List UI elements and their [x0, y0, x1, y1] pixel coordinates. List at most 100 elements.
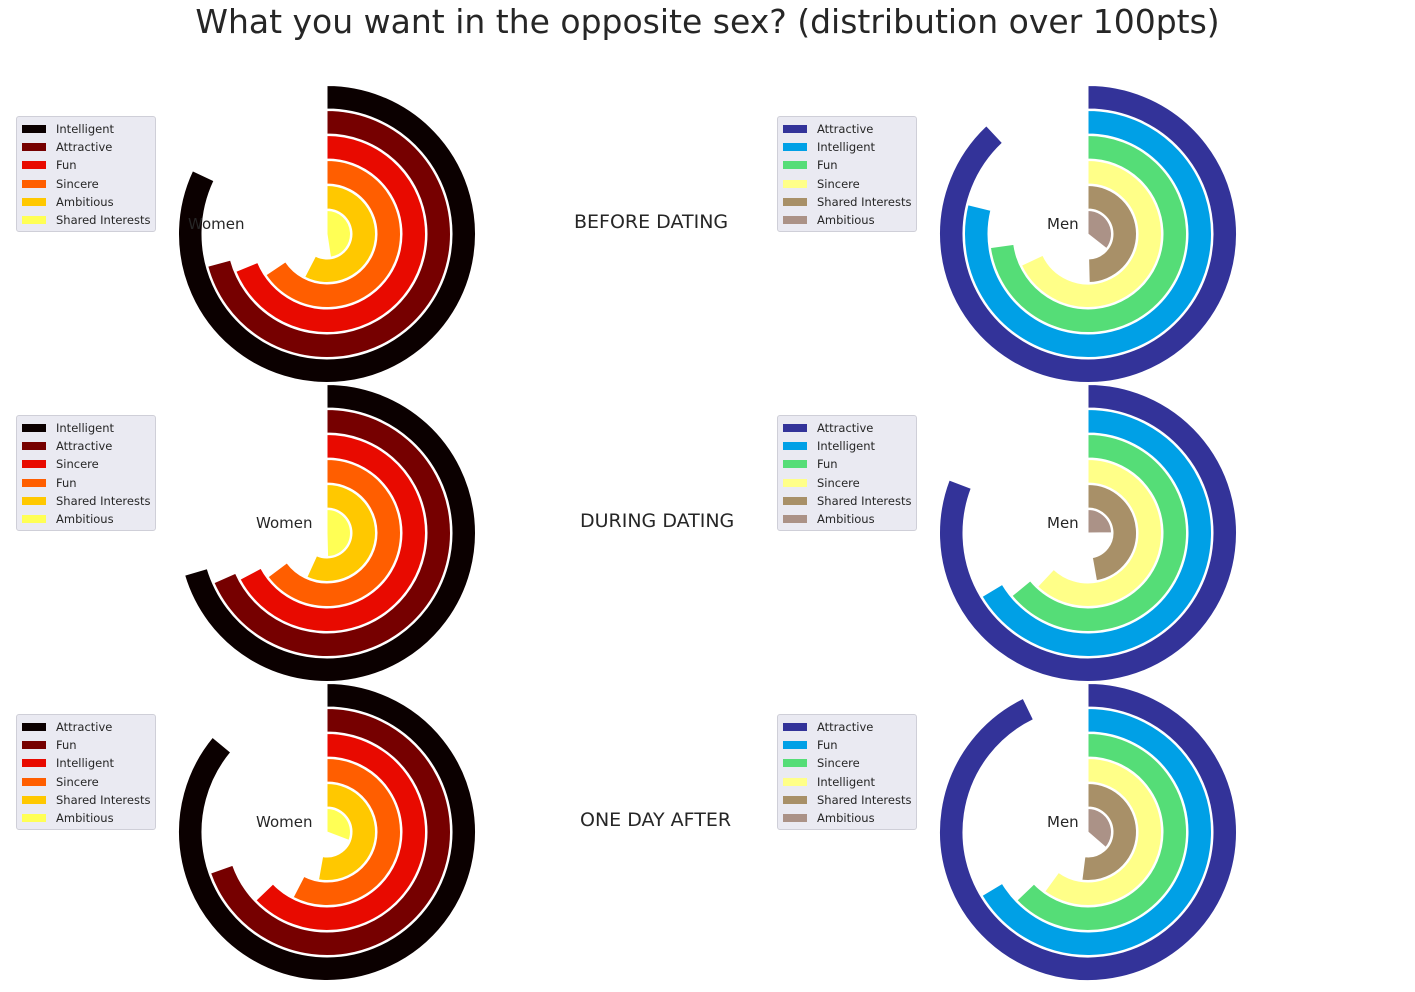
radial-chart-2: [939, 84, 1237, 383]
legend-swatch: [22, 442, 46, 451]
ring-attractive: [213, 408, 451, 657]
legend-label: Attractive: [817, 122, 874, 137]
ring-attractive: [939, 682, 1237, 981]
row-label: DURING DATING: [580, 510, 735, 532]
legend-swatch: [22, 795, 46, 804]
legend-swatch: [22, 460, 46, 469]
legend-label: Fun: [817, 457, 838, 472]
legend-item-attractive: Attractive: [22, 718, 150, 736]
ring-ambitious: [1087, 807, 1112, 849]
legend-label: Fun: [817, 158, 838, 173]
legend: Attractive Intelligent Fun Sincere Shared In…: [777, 116, 918, 233]
legend-label: Attractive: [56, 720, 113, 735]
ring-fun: [209, 707, 451, 956]
legend-swatch: [22, 777, 46, 786]
ring-fun: [267, 458, 401, 607]
ring-sincere: [1020, 159, 1162, 308]
ring-sincere: [1036, 458, 1162, 607]
ring-shared-interests: [326, 209, 351, 258]
ring-attractive: [939, 383, 1237, 682]
legend-item-intelligent: Intelligent: [22, 120, 150, 138]
legend-label: Shared Interests: [56, 213, 151, 228]
legend-item-shared-interests: Shared Interests: [22, 492, 150, 510]
legend-label: Ambitious: [56, 194, 114, 209]
legend-item-intelligent: Intelligent: [783, 437, 911, 455]
legend-item-sincere: Sincere: [22, 773, 150, 791]
legend-swatch: [22, 143, 46, 152]
legend-label: Sincere: [56, 457, 99, 472]
legend-label: Sincere: [817, 756, 860, 771]
legend: Attractive Fun Intelligent Sincere Shared In…: [16, 714, 157, 831]
legend-item-sincere: Sincere: [783, 175, 911, 193]
radial-chart-5: [178, 682, 476, 981]
legend-item-sincere: Sincere: [22, 455, 150, 473]
legend-item-sincere: Sincere: [22, 175, 150, 193]
legend-label: Attractive: [817, 421, 874, 436]
radial-chart-3: [184, 383, 476, 682]
legend-swatch: [783, 424, 807, 433]
legend-item-intelligent: Intelligent: [22, 754, 150, 772]
legend-label: Attractive: [817, 720, 874, 735]
legend-label: Shared Interests: [817, 194, 912, 209]
legend-item-attractive: Attractive: [783, 718, 911, 736]
legend-label: Attractive: [56, 140, 113, 155]
legend-item-shared-interests: Shared Interests: [783, 492, 911, 510]
ring-fun: [981, 707, 1212, 956]
legend-item-ambitious: Ambitious: [22, 510, 150, 528]
legend-label: Intelligent: [817, 439, 876, 454]
legend-swatch: [22, 197, 46, 206]
ring-intelligent: [255, 732, 426, 931]
legend-label: Intelligent: [817, 774, 876, 789]
legend-swatch: [783, 741, 807, 750]
legend-item-shared-interests: Shared Interests: [783, 791, 911, 809]
legend-item-ambitious: Ambitious: [783, 809, 911, 827]
legend-label: Fun: [56, 475, 77, 490]
legend-item-sincere: Sincere: [783, 474, 911, 492]
legend-label: Intelligent: [56, 421, 115, 436]
ring-ambitious: [326, 807, 351, 842]
legend-swatch: [783, 795, 807, 804]
legend-swatch: [22, 759, 46, 768]
radial-chart-4: [939, 383, 1237, 682]
ring-shared-interests: [1081, 782, 1137, 881]
legend-item-shared-interests: Shared Interests: [22, 211, 150, 229]
legend-swatch: [783, 143, 807, 152]
legend-item-attractive: Attractive: [783, 120, 911, 138]
ring-shared-interests: [1087, 483, 1137, 582]
center-label: Women: [188, 215, 245, 233]
legend-label: Shared Interests: [817, 493, 912, 508]
legend-item-fun: Fun: [22, 474, 150, 492]
ring-sincere: [292, 757, 401, 906]
center-label: Women: [256, 514, 313, 532]
legend-label: Ambitious: [817, 512, 875, 527]
legend-swatch: [22, 478, 46, 487]
ring-attractive: [939, 84, 1237, 383]
legend-label: Fun: [817, 738, 838, 753]
legend-item-fun: Fun: [783, 156, 911, 174]
legend-swatch: [783, 442, 807, 451]
legend-item-shared-interests: Shared Interests: [22, 791, 150, 809]
ring-ambitious: [1087, 209, 1112, 250]
legend-label: Intelligent: [56, 122, 115, 137]
legend-swatch: [783, 460, 807, 469]
legend-swatch: [783, 723, 807, 732]
legend: Intelligent Attractive Fun Sincere Ambitious…: [16, 116, 157, 233]
ring-ambitious: [304, 184, 376, 283]
legend-swatch: [783, 478, 807, 487]
legend-swatch: [22, 161, 46, 170]
legend-label: Shared Interests: [56, 792, 151, 807]
ring-attractive: [178, 682, 476, 981]
ring-fun: [235, 134, 426, 333]
page-title: What you want in the opposite sex? (dist…: [195, 2, 1220, 41]
legend-label: Sincere: [817, 176, 860, 191]
legend-item-fun: Fun: [783, 455, 911, 473]
legend-item-attractive: Attractive: [22, 138, 150, 156]
legend-swatch: [783, 777, 807, 786]
legend-item-intelligent: Intelligent: [783, 773, 911, 791]
legend-swatch: [783, 216, 807, 225]
legend-swatch: [783, 197, 807, 206]
row-label: ONE DAY AFTER: [580, 809, 732, 831]
ring-intelligent: [178, 84, 476, 383]
ring-sincere: [1016, 732, 1187, 931]
